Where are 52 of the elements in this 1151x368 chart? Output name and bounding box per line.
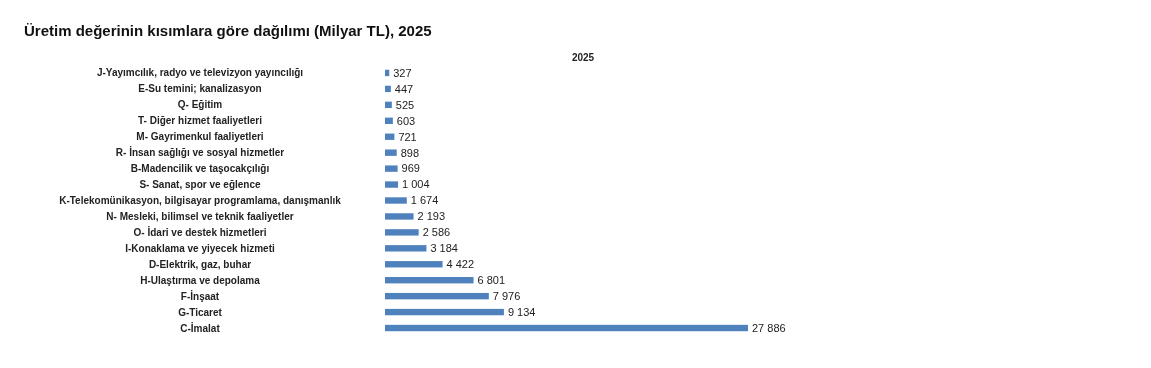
- y-tick-label: E-Su temini; kanalizasyon: [138, 83, 262, 95]
- y-tick-label: D-Elektrik, gaz, buhar: [148, 258, 252, 270]
- data-label: 898: [400, 146, 420, 159]
- text: 2025: [571, 52, 595, 63]
- text: Üretim değerinin kısımlara göre dağılımı (Milyar TL), 2025: [24, 22, 432, 39]
- data-label: 327: [393, 66, 412, 79]
- bar: [385, 181, 399, 188]
- data-label: 1 004: [402, 178, 430, 191]
- data-label: 603: [396, 114, 416, 127]
- bar: [385, 213, 414, 220]
- bar: [385, 261, 443, 268]
- y-tick-label: H-Ulaştırma ve depolama: [140, 274, 261, 286]
- bar: [385, 308, 504, 316]
- bar: [385, 229, 419, 236]
- data-label: 2 193: [417, 210, 446, 223]
- y-tick-label: C-İmalat: [180, 321, 221, 334]
- y-tick-label: K-Telekomünikasyon, bilgisayar programlama, danışmanlık: [59, 195, 342, 206]
- bar: [385, 165, 398, 172]
- data-label: 2 586: [422, 226, 451, 239]
- data-label: 9 134: [507, 305, 536, 318]
- bar: [385, 85, 391, 93]
- y-tick-label: J-Yayımcılık, radyo ve televizyon yayıncılığı: [96, 67, 304, 79]
- bar: [385, 292, 489, 300]
- y-tick-label: I-Konaklama ve yiyecek hizmeti: [125, 242, 275, 254]
- y-tick-label: N- Mesleki, bilimsel ve teknik faaliyetler: [106, 210, 294, 222]
- bar: [385, 149, 397, 156]
- data-label: 721: [398, 130, 417, 143]
- bar: [385, 277, 474, 284]
- y-tick-label: G-Ticaret: [178, 306, 223, 318]
- y-tick-label: S- Sanat, spor ve eğlence: [139, 179, 262, 191]
- data-label: 4 422: [446, 258, 475, 271]
- bar: [385, 197, 407, 204]
- data-label: 1 674: [410, 194, 439, 207]
- bar: [385, 245, 427, 252]
- bar: [385, 324, 748, 332]
- data-label: 969: [401, 162, 420, 175]
- bar: [385, 101, 392, 109]
- bar: [385, 133, 395, 140]
- data-label: 3 184: [430, 242, 458, 255]
- y-tick-label: Q- Eğitim: [177, 99, 223, 111]
- y-tick-label: O- İdari ve destek hizmetleri: [133, 225, 267, 238]
- bar: [385, 117, 393, 124]
- data-label: 27 886: [752, 321, 786, 334]
- y-tick-label: T- Diğer hizmet faaliyetleri: [138, 115, 263, 127]
- y-tick-label: R- İnsan sağlığı ve sosyal hizmetler: [115, 146, 285, 159]
- data-label: 7 976: [492, 290, 521, 302]
- data-label: 6 801: [477, 274, 506, 287]
- data-label: 447: [394, 82, 414, 95]
- y-tick-label: M- Gayrimenkul faaliyetleri: [136, 131, 264, 143]
- y-tick-label: F-İnşaat: [180, 289, 220, 302]
- data-label: 525: [395, 98, 415, 111]
- y-tick-label: B-Madencilik ve taşocakçılığı: [130, 163, 270, 175]
